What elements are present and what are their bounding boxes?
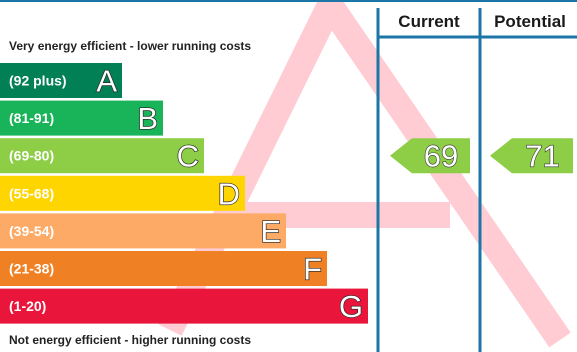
band-e-range: (39-54) <box>9 223 54 239</box>
band-c-bar <box>0 138 204 174</box>
band-e-letter: E <box>260 214 281 249</box>
band-c-letter: C <box>177 139 199 174</box>
band-b-range: (81-91) <box>9 110 54 126</box>
band-e: (39-54) E <box>0 213 286 250</box>
potential-rating-value: 71 <box>525 139 559 174</box>
bottom-note: Not energy efficient - higher running co… <box>9 333 251 347</box>
potential-rating: 71 <box>490 138 573 174</box>
band-f: (21-38) F <box>0 251 327 287</box>
band-d: (55-68) D <box>0 176 245 212</box>
current-rating: 69 <box>390 138 470 174</box>
band-g-letter: G <box>339 289 363 324</box>
band-c-range: (69-80) <box>9 148 54 164</box>
potential-column-header: Potential <box>494 12 566 31</box>
top-note: Very energy efficient - lower running co… <box>9 39 251 53</box>
band-g-bar <box>0 288 368 324</box>
band-d-range: (55-68) <box>9 185 54 201</box>
band-a-letter: A <box>96 64 117 99</box>
current-column-header: Current <box>398 12 460 31</box>
band-d-bar <box>0 175 245 211</box>
band-f-bar <box>0 251 327 286</box>
band-b: (81-91) B <box>0 100 163 137</box>
band-b-letter: B <box>137 101 158 136</box>
current-rating-arrow <box>390 138 470 174</box>
band-a-bar <box>0 63 122 98</box>
potential-rating-arrow <box>490 138 573 174</box>
band-a: (92 plus) A <box>0 63 122 99</box>
band-g: (1-20) G <box>0 288 368 325</box>
band-b-bar <box>0 100 163 136</box>
band-a-range: (92 plus) <box>9 73 67 89</box>
band-e-bar <box>0 213 286 249</box>
band-d-letter: D <box>218 176 240 211</box>
band-f-letter: F <box>303 252 322 287</box>
band-f-range: (21-38) <box>9 261 54 277</box>
band-c: (69-80) C <box>0 138 204 174</box>
current-rating-value: 69 <box>424 139 458 174</box>
band-g-range: (1-20) <box>9 298 46 314</box>
